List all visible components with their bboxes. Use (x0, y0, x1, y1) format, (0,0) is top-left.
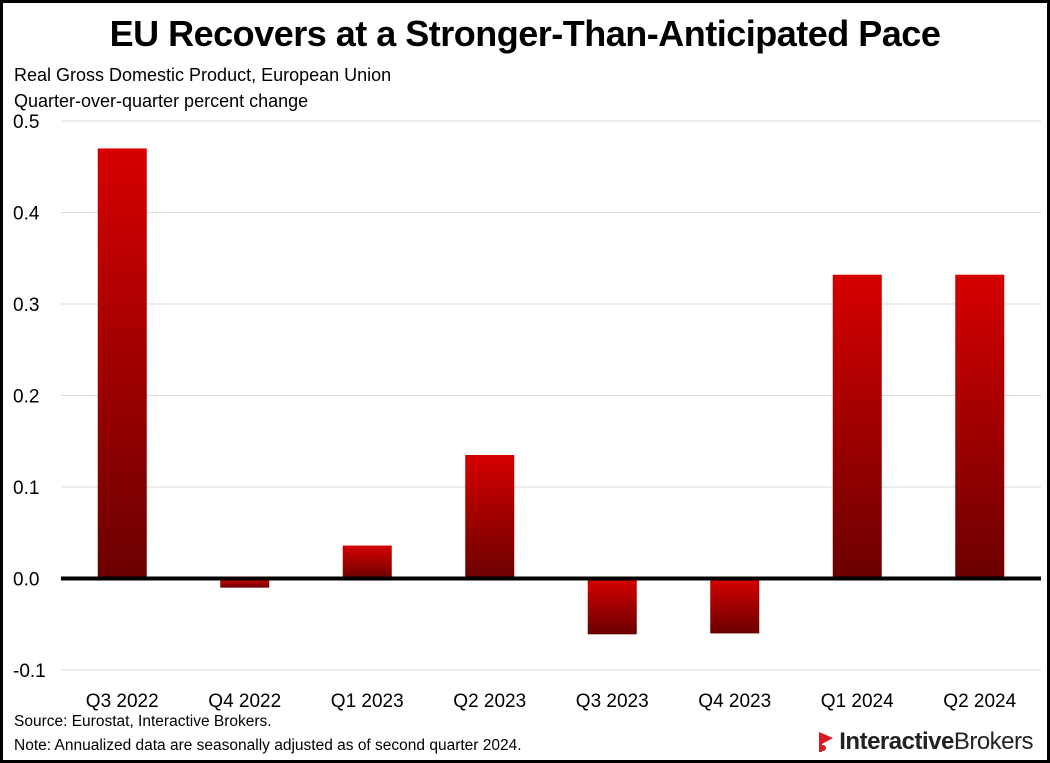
y-tick-label: 0.1 (13, 478, 39, 499)
bar-q3-2022 (97, 148, 147, 579)
y-tick-label: 0.4 (13, 204, 40, 225)
x-tick-label: Q1 2023 (331, 691, 404, 712)
bar-q4-2023 (710, 578, 760, 634)
y-tick-label: -0.1 (13, 661, 46, 682)
x-tick-label: Q4 2022 (208, 691, 281, 712)
ib-flag-icon (819, 732, 834, 752)
x-tick-label: Q3 2023 (576, 691, 649, 712)
x-tick-label: Q1 2024 (821, 691, 894, 712)
x-tick-label: Q3 2022 (86, 691, 159, 712)
source-note: Source: Eurostat, Interactive Brokers. (14, 713, 272, 730)
methodology-note: Note: Annualized data are seasonally adj… (14, 737, 522, 754)
bar-q3-2023 (587, 578, 637, 635)
y-tick-label: 0.5 (13, 112, 39, 133)
logo-text-interactive: Interactive (839, 728, 954, 755)
bar-chart: 0.5 0.4 0.3 0.2 0.1 0.0 -0.1 Q3 2022 Q4 2022 Q1 … (13, 112, 1041, 712)
y-tick-label: 0.2 (13, 387, 39, 408)
bar-q2-2023 (465, 454, 515, 579)
chart-title: EU Recovers at a Stronger-Than-Anticipat… (109, 13, 941, 54)
x-tick-label: Q2 2023 (453, 691, 526, 712)
y-tick-label: 0.0 (13, 570, 39, 591)
x-tick-label: Q2 2024 (943, 691, 1016, 712)
x-tick-label: Q4 2023 (698, 691, 771, 712)
chart-subtitle-series: Real Gross Domestic Product, European Un… (14, 65, 392, 85)
y-tick-label: 0.3 (13, 295, 39, 316)
bar-q2-2024 (955, 274, 1005, 579)
interactive-brokers-logo: Interactive Brokers (817, 728, 1034, 756)
x-axis-ticks: Q3 2022 Q4 2022 Q1 2023 Q2 2023 Q3 2023 Q4 20… (86, 691, 1017, 712)
logo-text-brokers: Brokers (953, 728, 1034, 755)
bars (97, 148, 1005, 635)
bar-q1-2024 (832, 274, 882, 579)
bar-q1-2023 (342, 545, 392, 579)
bar-q4-2022 (220, 578, 270, 588)
gridlines (61, 120, 1041, 671)
y-axis-ticks: 0.5 0.4 0.3 0.2 0.1 0.0 -0.1 (13, 112, 46, 682)
chart-subtitle-units: Quarter-over-quarter percent change (14, 91, 309, 111)
